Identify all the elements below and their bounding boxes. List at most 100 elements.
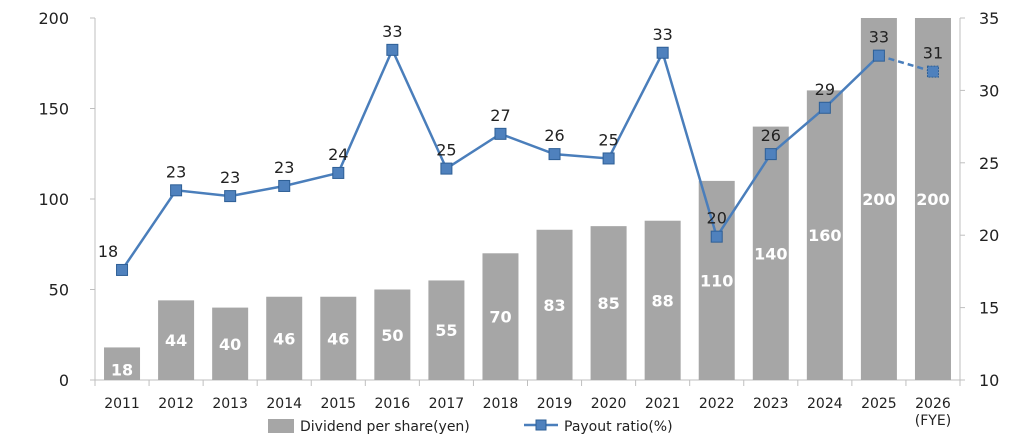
- payout-ratio-label: 25: [598, 130, 618, 149]
- payout-ratio-label: 24: [328, 145, 348, 164]
- payout-ratio-label: 18: [98, 242, 118, 261]
- payout-ratio-marker: [494, 127, 507, 140]
- payout-ratio-marker: [332, 166, 345, 179]
- payout-ratio-label: 33: [652, 25, 672, 44]
- dividend-bar: [266, 296, 303, 380]
- dividend-bar-label: 50: [381, 326, 403, 345]
- dividend-bar: [482, 253, 519, 380]
- dividend-bar: [104, 347, 141, 380]
- dividend-bar: [806, 90, 843, 381]
- data-labels: 18 44 40 46 46 50 55 70 83 85 88 110 140 160 200 200 18 2…: [98, 22, 950, 380]
- payout-ratio-marker: [386, 43, 399, 56]
- line-series: [116, 43, 939, 276]
- dividend-bar: [914, 18, 951, 380]
- y-left-tick-label: 150: [38, 100, 69, 119]
- payout-ratio-label: 23: [220, 168, 240, 187]
- y-right-tick-label: 20: [979, 226, 999, 245]
- x-tick-label: 2024: [807, 396, 843, 412]
- dividend-bar-label: 200: [862, 190, 895, 209]
- y-right-tick-label: 15: [979, 299, 999, 318]
- dividend-bar: [752, 126, 789, 380]
- payout-ratio-marker: [170, 184, 183, 197]
- payout-ratio-label: 26: [544, 126, 564, 145]
- payout-ratio-label: 33: [869, 28, 889, 47]
- x-tick-label: 2023: [753, 396, 789, 412]
- x-tick-label: 2015: [320, 396, 356, 412]
- dividend-bar: [212, 307, 249, 380]
- dividend-bar-label: 46: [327, 329, 349, 348]
- payout-ratio-marker: [710, 230, 723, 243]
- dividend-bar: [320, 296, 357, 380]
- payout-ratio-marker: [656, 46, 669, 59]
- payout-ratio-marker: [440, 162, 453, 175]
- x-tick-label: 2025: [861, 396, 897, 412]
- dividend-bar-label: 88: [652, 291, 674, 310]
- dividend-bar: [158, 300, 195, 380]
- dividend-bar-label: 200: [916, 190, 949, 209]
- payout-ratio-marker: [116, 263, 129, 276]
- payout-ratio-marker: [818, 101, 831, 114]
- dividend-bar-label: 18: [111, 360, 133, 379]
- y-left-tick-label: 200: [38, 9, 69, 28]
- y-left-tick-label: 0: [59, 371, 69, 390]
- payout-ratio-marker: [926, 65, 939, 78]
- payout-ratio-label: 25: [436, 141, 456, 160]
- dividend-bar: [428, 280, 465, 380]
- legend-swatch-dividend: [268, 419, 294, 433]
- legend-label-dividend: Dividend per share(yen): [300, 419, 470, 435]
- x-tick-label: 2013: [212, 396, 248, 412]
- payout-ratio-label: 20: [707, 209, 727, 228]
- dividend-bar-label: 85: [597, 294, 619, 313]
- dividend-bar-label: 160: [808, 226, 841, 245]
- dividend-bar-label: 46: [273, 329, 295, 348]
- bar-series: [104, 18, 951, 381]
- payout-ratio-marker: [764, 148, 777, 161]
- dividend-bar-label: 140: [754, 244, 787, 263]
- y-left-tick-label: 100: [38, 190, 69, 209]
- dividend-bar: [644, 220, 681, 380]
- dividend-bar: [536, 229, 573, 380]
- payout-ratio-marker: [548, 148, 561, 161]
- x-tick-label: 2016: [375, 396, 411, 412]
- dividend-bar: [860, 18, 897, 380]
- payout-ratio-label: 27: [490, 106, 510, 125]
- y-right-tick-label: 10: [979, 371, 999, 390]
- payout-ratio-marker: [872, 49, 885, 62]
- legend-label-payout: Payout ratio(%): [564, 419, 673, 435]
- x-tick-label: 2011: [104, 396, 140, 412]
- dividend-bar: [590, 226, 627, 380]
- payout-ratio-label: 31: [923, 44, 943, 63]
- y-right-tick-label: 30: [979, 81, 999, 100]
- x-tick-label: 2014: [266, 396, 302, 412]
- x-tick-label: 2019: [537, 396, 573, 412]
- payout-ratio-label: 29: [815, 80, 835, 99]
- y-right-tick-label: 25: [979, 154, 999, 173]
- x-tick-label: 2022: [699, 396, 735, 412]
- payout-ratio-label: 23: [166, 162, 186, 181]
- dividend-bar-label: 83: [543, 296, 565, 315]
- dividend-bar-label: 55: [435, 321, 457, 340]
- x-tick-label: 2020: [591, 396, 627, 412]
- legend-swatch-payout-marker: [535, 419, 547, 431]
- dividend-bar: [374, 289, 411, 380]
- dividend-bar-label: 110: [700, 271, 733, 290]
- y-right-tick-label: 35: [979, 9, 999, 28]
- x-tick-label: 2026: [915, 396, 951, 412]
- legend: Dividend per share(yen) Payout ratio(%): [268, 419, 673, 435]
- x-tick-sublabel: (FYE): [915, 413, 951, 429]
- payout-ratio-marker: [602, 152, 615, 165]
- dividend-bar-label: 70: [489, 308, 511, 327]
- dividend-bar-label: 44: [165, 331, 187, 350]
- y-left-tick-label: 50: [49, 281, 69, 300]
- x-tick-label: 2021: [645, 396, 681, 412]
- dividend-bar-label: 40: [219, 335, 241, 354]
- dividend-bar: [698, 180, 735, 380]
- x-tick-label: 2018: [483, 396, 519, 412]
- payout-ratio-label: 33: [382, 22, 402, 41]
- x-tick-label: 2017: [429, 396, 465, 412]
- payout-ratio-label: 26: [761, 126, 781, 145]
- payout-ratio-label: 23: [274, 158, 294, 177]
- payout-ratio-marker: [224, 190, 237, 203]
